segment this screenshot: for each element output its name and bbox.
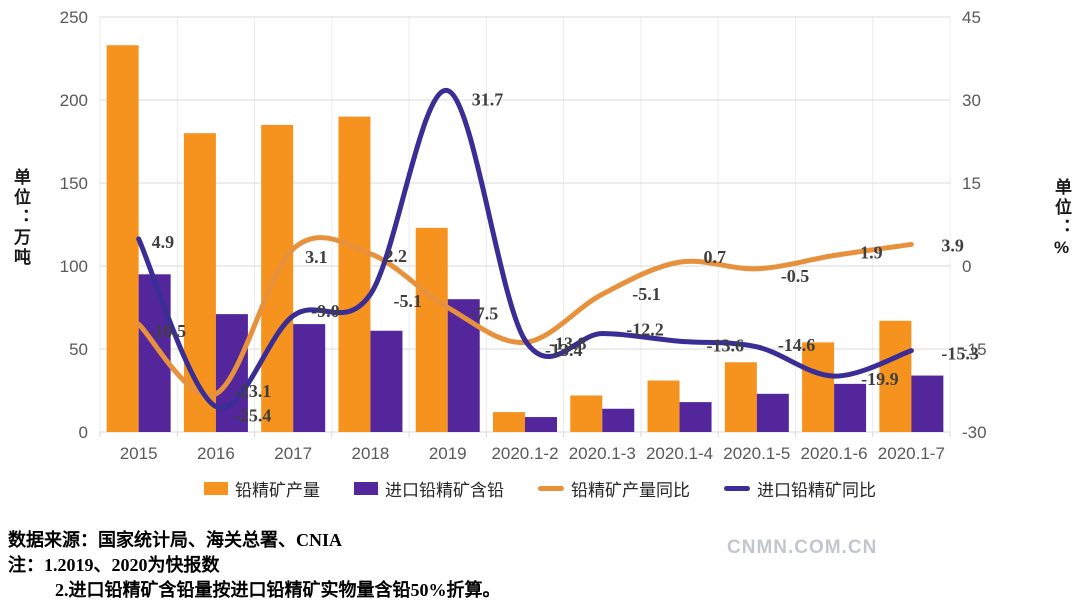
legend-item-import: 进口铅精矿含铅 [354,476,504,501]
production-bar [879,320,912,432]
legend-item-import-label: 进口铅精矿含铅 [385,481,504,500]
right-axis-tick-label: 30 [962,91,981,110]
left-axis-tick-label: 100 [60,257,88,276]
import-bar [602,408,635,432]
data-label: -13.8 [549,333,587,353]
legend-item-import-yoy-label: 进口铅精矿同比 [757,481,876,500]
x-axis-label: 2020.1-5 [723,444,790,463]
production-bar [338,116,371,432]
right-axis-tick-label: 45 [962,8,981,27]
data-label: -14.6 [778,335,816,355]
data-source-note: 数据来源：国家统计局、海关总署、CNIA [8,530,343,550]
import-bar [679,402,712,432]
legend-item-import-yoy-swatch [724,486,750,491]
data-label: -12.2 [626,320,664,340]
production-bar [493,412,525,432]
watermark: CNMN.COM.CN [727,537,878,558]
legend-item-production-label: 铅精矿产量 [235,481,320,500]
data-label: -5.1 [393,291,422,311]
import-bar [525,417,557,432]
data-label: -7.5 [470,304,499,324]
data-label: -10.5 [149,321,187,341]
import-bar [911,375,944,432]
chart-legend: 铅精矿产量 进口铅精矿含铅 铅精矿产量同比 进口铅精矿同比 [0,476,1080,501]
left-axis-tick-label: 150 [60,174,88,193]
import-bar [138,274,171,432]
x-axis-label: 2020.1-6 [801,444,868,463]
x-axis-label: 2018 [352,444,390,463]
import-bar [756,393,789,432]
note-1: 注：1.2019、2020为快报数 [8,555,220,575]
data-label: -23.1 [234,381,272,401]
import-bar [293,324,326,432]
legend-item-production-swatch [204,482,228,495]
data-label: 0.7 [704,247,727,267]
data-label: -9.0 [311,301,340,321]
data-label: 2.2 [384,246,407,266]
legend-item-import-swatch [354,482,378,495]
import-yoy-line [136,88,914,411]
x-axis-label: 2020.1-7 [878,444,945,463]
data-label: -15.3 [941,344,979,364]
chart-notes: 数据来源：国家统计局、海关总署、CNIA 注：1.2019、2020为快报数 2… [8,528,501,603]
legend-item-production-yoy: 铅精矿产量同比 [538,476,690,501]
right-axis-tick-label: 0 [962,257,971,276]
production-bar [724,362,757,432]
x-axis-label: 2020.1-4 [646,444,713,463]
right-axis-title: 单位：% [1052,178,1071,260]
data-label: 31.7 [472,90,504,110]
import-bar [834,383,867,432]
legend-item-production: 铅精矿产量 [204,476,320,501]
legend-item-production-yoy-swatch [538,486,564,491]
data-label: -19.9 [861,369,899,389]
left-axis-tick-label: 200 [60,91,88,110]
legend-item-production-yoy-label: 铅精矿产量同比 [571,481,690,500]
production-bar [802,342,835,432]
data-label: 3.9 [941,235,964,255]
data-label: 1.9 [860,242,883,262]
right-axis-tick-label: -30 [962,423,987,442]
note-2: 2.进口铅精矿含铅量按进口铅精矿实物量含铅50%折算。 [55,580,501,600]
right-axis-tick-label: 15 [962,174,981,193]
production-bar [261,124,294,433]
data-label: 4.9 [152,232,175,252]
x-axis-label: 2020.1-3 [569,444,636,463]
import-bar [370,330,403,432]
production-bar [570,395,603,432]
data-label: -25.4 [234,406,272,426]
x-axis-label: 2015 [120,444,158,463]
left-axis-tick-label: 50 [69,340,88,359]
x-axis-label: 2017 [274,444,312,463]
production-yoy-line [136,235,914,398]
legend-item-import-yoy: 进口铅精矿同比 [724,476,876,501]
left-axis-tick-label: 0 [79,423,88,442]
x-axis-label: 2016 [197,444,235,463]
combo-chart: 0 50 100 150 200 250 -30 -15 0 15 30 45 2015 2016 2017… [60,8,987,463]
data-label: -5.1 [632,284,661,304]
production-bar [183,133,216,432]
data-label: 3.1 [305,247,328,267]
production-bar [647,380,680,432]
left-axis-tick-label: 250 [60,8,88,27]
production-bar [106,45,139,432]
x-axis-label: 2019 [429,444,467,463]
x-axis-label: 2020.1-2 [491,444,558,463]
data-label: -13.6 [707,335,745,355]
data-label: -13.4 [545,340,583,360]
data-label: -0.5 [781,266,810,286]
right-axis-tick-label: -15 [962,340,987,359]
left-axis-title: 单位：万吨 [11,168,30,268]
production-bar [415,227,448,432]
